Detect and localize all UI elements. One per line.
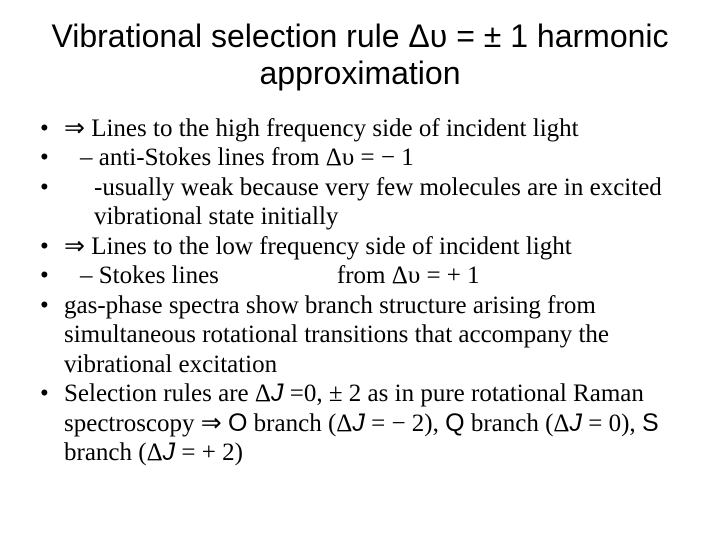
bullet-text: branch (Δ: [465, 410, 570, 437]
bullet-text: branch (Δ: [64, 439, 163, 466]
bullet-text: Selection rules are Δ: [64, 380, 271, 407]
bullet-item-5: – Stokes lines from Δυ = + 1: [36, 261, 684, 291]
bullet-text: -usually weak because very few molecules…: [64, 173, 684, 232]
variable-j: J: [352, 409, 365, 437]
bullet-list: ⇒ Lines to the high frequency side of in…: [36, 114, 684, 468]
bullet-text-right: from Δυ = + 1: [337, 261, 480, 291]
bullet-text: = − 2),: [365, 410, 445, 437]
implies-icon: ⇒: [64, 115, 91, 142]
implies-icon: ⇒: [64, 233, 91, 260]
bullet-item-2: – anti-Stokes lines from Δυ = − 1: [36, 143, 684, 173]
variable-j: J: [570, 409, 583, 437]
bullet-item-4: ⇒ Lines to the low frequency side of inc…: [36, 232, 684, 262]
bullet-item-6: gas-phase spectra show branch structure …: [36, 291, 684, 380]
branch-S: S: [642, 409, 659, 437]
slide-title: Vibrational selection rule Δυ = ± 1 harm…: [36, 18, 684, 92]
bullet-item-3: -usually weak because very few molecules…: [36, 173, 684, 232]
bullet-text: Lines to the low frequency side of incid…: [91, 233, 571, 260]
bullet-text: branch (Δ: [247, 410, 352, 437]
branch-Q: Q: [445, 409, 464, 437]
variable-j: J: [163, 438, 176, 466]
bullet-item-1: ⇒ Lines to the high frequency side of in…: [36, 114, 684, 144]
bullet-text: = + 2): [175, 439, 243, 466]
bullet-text: – anti-Stokes lines from Δυ = − 1: [64, 143, 414, 173]
bullet-item-7: Selection rules are ΔJ =0, ± 2 as in pur…: [36, 379, 684, 468]
bullet-text-left: – Stokes lines: [64, 261, 219, 291]
branch-O: O: [228, 409, 247, 437]
bullet-text: = 0),: [582, 410, 642, 437]
variable-j: J: [271, 379, 284, 407]
bullet-text: Lines to the high frequency side of inci…: [91, 115, 578, 142]
bullet-text: gas-phase spectra show branch structure …: [64, 292, 609, 378]
